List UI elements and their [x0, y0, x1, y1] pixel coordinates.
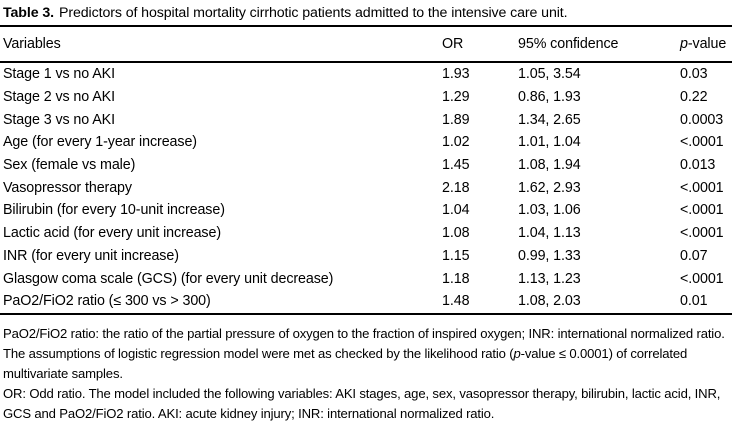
table-body: Stage 1 vs no AKI 1.93 1.05, 3.54 0.03 S… [0, 62, 732, 314]
cell-variable: Bilirubin (for every 10-unit increase) [3, 202, 225, 219]
cell-confidence: 1.08, 2.03 [518, 293, 581, 310]
cell-or: 1.08 [442, 225, 470, 242]
cell-pvalue: 0.03 [680, 66, 708, 83]
cell-confidence: 1.08, 1.94 [518, 157, 581, 174]
cell-or: 1.89 [442, 111, 470, 128]
table-row: Sex (female vs male) 1.45 1.08, 1.94 0.0… [0, 154, 732, 177]
col-header-or: OR [439, 26, 514, 63]
cell-confidence: 0.86, 1.93 [518, 89, 581, 106]
cell-variable: Glasgow coma scale (GCS) (for every unit… [3, 270, 334, 287]
table-row: INR (for every unit increase) 1.15 0.99,… [0, 245, 732, 268]
cell-pvalue: 0.22 [680, 89, 708, 106]
cell-pvalue: <.0001 [680, 225, 724, 242]
table-row: Stage 2 vs no AKI 1.29 0.86, 1.93 0.22 [0, 86, 732, 109]
col-header-variables: Variables [0, 26, 439, 63]
header-row: Variables OR 95% confidence p-value [0, 26, 732, 63]
cell-confidence: 1.01, 1.04 [518, 134, 581, 151]
cell-pvalue: 0.013 [680, 157, 716, 174]
cell-pvalue: 0.07 [680, 247, 708, 264]
table-row: Glasgow coma scale (GCS) (for every unit… [0, 267, 732, 290]
table-row: Stage 3 vs no AKI 1.89 1.34, 2.65 0.0003 [0, 108, 732, 131]
table-caption-label: Table 3. [3, 5, 54, 21]
table-caption: Table 3. Predictors of hospital mortality… [0, 0, 732, 23]
cell-variable: PaO2/FiO2 ratio (≤ 300 vs > 300) [3, 293, 211, 310]
cell-or: 1.48 [442, 293, 470, 310]
table-row: PaO2/FiO2 ratio (≤ 300 vs > 300) 1.48 1.… [0, 290, 732, 314]
cell-variable: Stage 3 vs no AKI [3, 111, 115, 128]
table-row: Stage 1 vs no AKI 1.93 1.05, 3.54 0.03 [0, 62, 732, 86]
cell-or: 1.02 [442, 134, 470, 151]
cell-variable: Sex (female vs male) [3, 157, 136, 174]
cell-pvalue: 0.0003 [680, 111, 724, 128]
table-caption-text: Predictors of hospital mortality cirrhot… [58, 5, 568, 21]
cell-or: 2.18 [442, 179, 470, 196]
table-footnotes: PaO2/FiO2 ratio: the ratio of the partia… [0, 324, 732, 424]
cell-variable: Lactic acid (for every unit increase) [3, 225, 221, 242]
table-row: Bilirubin (for every 10-unit increase) 1… [0, 199, 732, 222]
cell-pvalue: 0.01 [680, 293, 708, 310]
table-header: Variables OR 95% confidence p-value [0, 26, 732, 63]
table-row: Lactic acid (for every unit increase) 1.… [0, 222, 732, 245]
footnote-or-definition: OR: Odd ratio. The model included the fo… [3, 385, 721, 421]
cell-confidence: 1.34, 2.65 [518, 111, 581, 128]
cell-or: 1.29 [442, 89, 470, 106]
table-row: Age (for every 1-year increase) 1.02 1.0… [0, 131, 732, 154]
results-table: Variables OR 95% confidence p-value Stag… [0, 25, 732, 315]
cell-confidence: 0.99, 1.33 [518, 247, 581, 264]
cell-pvalue: <.0001 [680, 270, 724, 287]
cell-pvalue: <.0001 [680, 202, 724, 219]
cell-variable: Vasopressor therapy [3, 179, 132, 196]
table-row: Vasopressor therapy 2.18 1.62, 2.93 <.00… [0, 176, 732, 199]
cell-variable: Stage 1 vs no AKI [3, 66, 115, 83]
cell-or: 1.15 [442, 247, 470, 264]
footnote-model-assumptions: The assumptions of logistic regression m… [3, 345, 688, 381]
cell-confidence: 1.04, 1.13 [518, 225, 581, 242]
cell-confidence: 1.03, 1.06 [518, 202, 581, 219]
cell-variable: Stage 2 vs no AKI [3, 89, 115, 106]
cell-variable: Age (for every 1-year increase) [3, 134, 197, 151]
cell-pvalue: <.0001 [680, 179, 724, 196]
cell-or: 1.45 [442, 157, 470, 174]
footnote-pao2-definition: PaO2/FiO2 ratio: the ratio of the partia… [3, 325, 725, 341]
cell-confidence: 1.05, 3.54 [518, 66, 581, 83]
cell-confidence: 1.62, 2.93 [518, 179, 581, 196]
cell-or: 1.93 [442, 66, 470, 83]
cell-or: 1.04 [442, 202, 470, 219]
cell-or: 1.18 [442, 270, 470, 287]
cell-variable: INR (for every unit increase) [3, 247, 179, 264]
col-header-pvalue: p-value [677, 26, 732, 63]
cell-pvalue: <.0001 [680, 134, 724, 151]
cell-confidence: 1.13, 1.23 [518, 270, 581, 287]
col-header-confidence: 95% confidence [514, 26, 677, 63]
